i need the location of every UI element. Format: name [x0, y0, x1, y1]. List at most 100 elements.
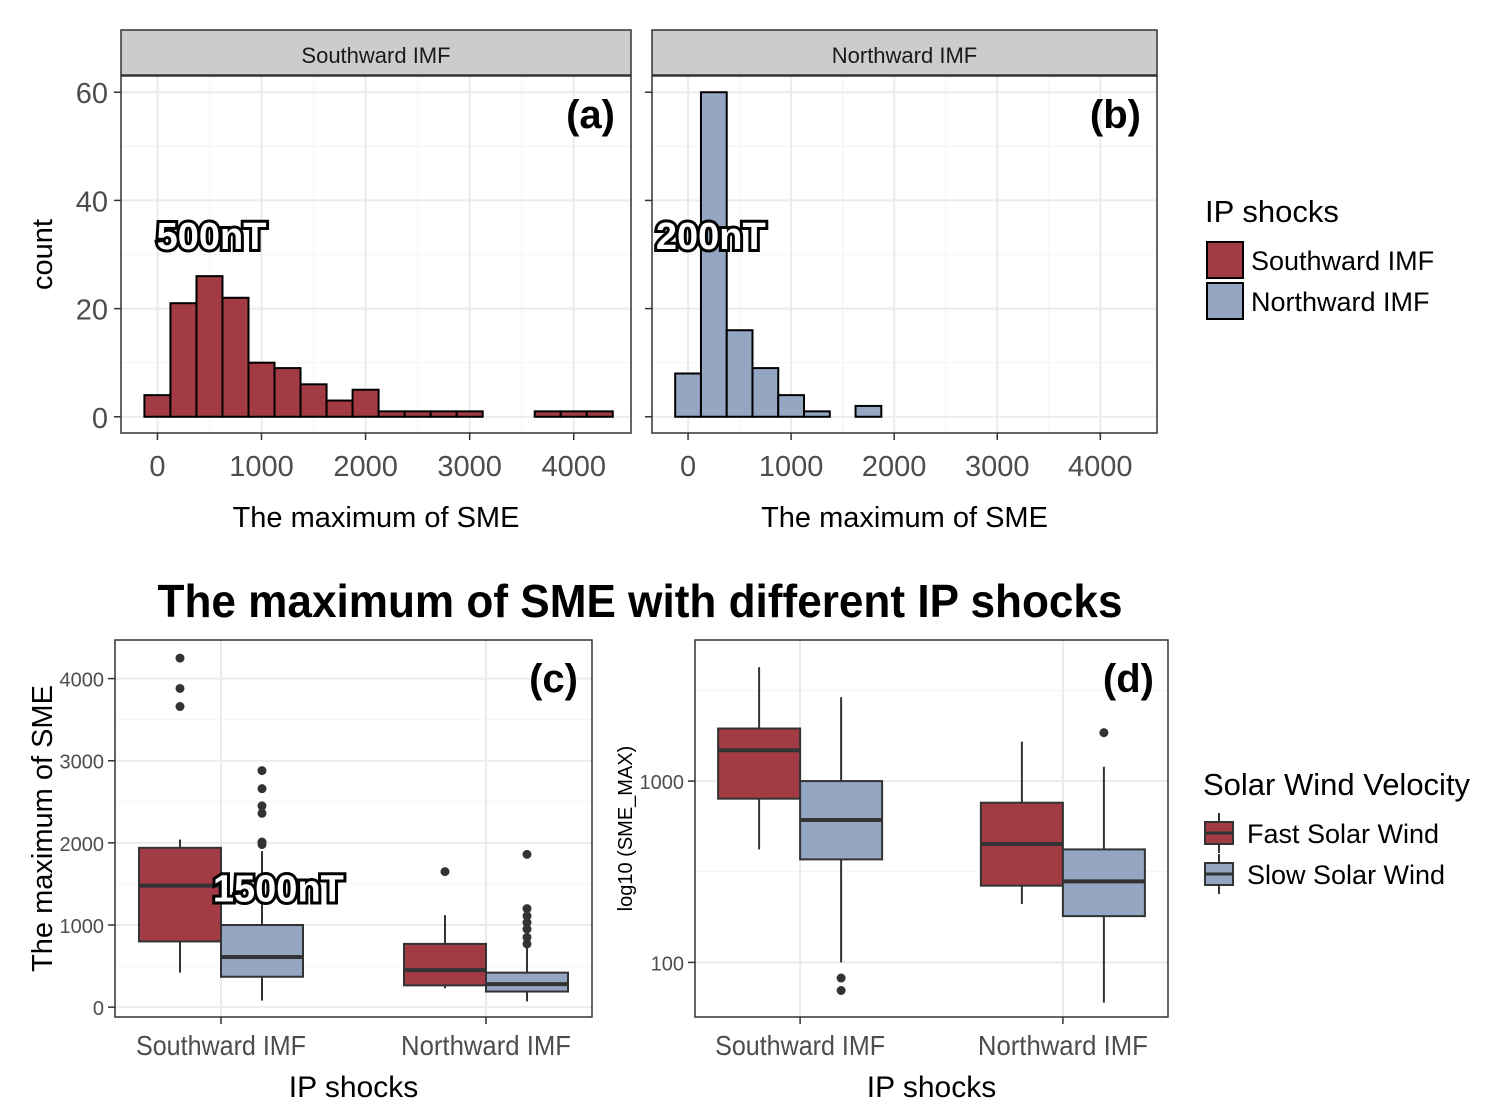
- y-tick-label: 1000: [60, 916, 105, 938]
- outlier-point: [522, 911, 532, 921]
- outlier-point: [257, 837, 267, 847]
- legend-solar-wind: Solar Wind Velocity Fast Solar Wind Slow S…: [1203, 767, 1471, 894]
- x-tick-label: 0: [680, 451, 696, 483]
- x-tick-label: 2000: [333, 451, 398, 483]
- outlier-point: [522, 924, 532, 934]
- legend-title: IP shocks: [1205, 194, 1339, 229]
- facet-strip: [651, 29, 1158, 76]
- outlier-point: [175, 702, 185, 712]
- box-iqr: [138, 846, 222, 943]
- histogram-bar: [803, 410, 831, 418]
- histogram-bar: [195, 275, 224, 418]
- boxplot-linear: Southward IMF Northward IMF 0 1000 2000 3000 4…: [27, 639, 593, 1104]
- panel-label: (d): [1103, 657, 1154, 701]
- facet-strip: [120, 29, 632, 76]
- outlier-point: [836, 973, 846, 983]
- histogram-bar: [299, 383, 328, 418]
- annotation-label: 200nT: [656, 216, 766, 258]
- histogram-northward: Northward IMF 0 1000 2000 3000 4000 The maximu…: [645, 29, 1158, 534]
- histogram-bar: [674, 372, 702, 418]
- plot-background: [115, 640, 592, 1017]
- x-tick-label: Northward IMF: [978, 1030, 1148, 1061]
- y-tick-label: 20: [76, 295, 108, 327]
- x-axis-title: IP shocks: [289, 1071, 419, 1104]
- annotation-label: 500nT: [157, 216, 267, 258]
- histogram-bar: [325, 399, 354, 418]
- histogram-bar: [533, 410, 562, 418]
- y-tick-label: 40: [76, 186, 108, 218]
- y-axis-title: The maximum of SME: [27, 685, 59, 972]
- histogram-bar: [221, 296, 250, 418]
- y-axis-title: log10 (SME_MAX): [615, 746, 637, 912]
- y-tick-label: 1000: [640, 772, 685, 794]
- panel-label: (a): [566, 93, 615, 137]
- annotation-label: 1500nT: [213, 869, 344, 911]
- x-tick-label: 4000: [1068, 451, 1133, 483]
- x-tick-label: Southward IMF: [715, 1030, 885, 1061]
- boxplot-log: Southward IMF Northward IMF 100 1000 IP shoc…: [615, 639, 1169, 1104]
- outlier-point: [522, 939, 532, 949]
- panel-border: [651, 75, 1158, 434]
- x-tick-label: Northward IMF: [401, 1030, 571, 1061]
- histogram-bar: [273, 367, 302, 418]
- outlier-point: [257, 808, 267, 818]
- panel-border: [114, 639, 593, 1018]
- legend-key: [1206, 282, 1244, 320]
- outlier-point: [1099, 728, 1109, 738]
- histogram-bar: [247, 361, 276, 418]
- x-tick-label: 2000: [862, 451, 927, 483]
- outlier-point: [522, 904, 532, 914]
- outlier-point: [175, 683, 185, 693]
- panel-border: [694, 639, 1169, 1018]
- histogram-bar: [455, 410, 484, 418]
- legend-label: Southward IMF: [1251, 246, 1434, 276]
- histogram-bar: [854, 404, 883, 418]
- facet-strip-label: Northward IMF: [832, 43, 977, 68]
- outlier-point: [836, 986, 846, 996]
- panel-label: (c): [529, 657, 578, 701]
- box-iqr: [220, 924, 304, 978]
- histogram-bar: [751, 367, 780, 418]
- outlier-point: [175, 653, 185, 663]
- outlier-point: [257, 766, 267, 776]
- legend-label: Fast Solar Wind: [1247, 819, 1439, 849]
- outlier-point: [257, 784, 267, 794]
- x-tick-label: 3000: [965, 451, 1030, 483]
- facet-strip-label: Southward IMF: [301, 43, 450, 68]
- box-iqr: [485, 971, 569, 993]
- histogram-bar: [725, 329, 754, 418]
- histogram-bar: [403, 410, 432, 418]
- outlier-point: [257, 801, 267, 811]
- histogram-bar: [351, 388, 380, 418]
- x-tick-label: 0: [149, 451, 165, 483]
- panel-label: (b): [1090, 93, 1141, 137]
- plot-background: [695, 640, 1168, 1017]
- y-tick-label: 0: [93, 998, 104, 1020]
- x-tick-label: 3000: [437, 451, 502, 483]
- legend-title: Solar Wind Velocity: [1203, 767, 1471, 802]
- y-tick-label: 2000: [60, 834, 105, 856]
- x-tick-label: 4000: [541, 451, 606, 483]
- y-tick-label: 60: [76, 78, 108, 110]
- figure-title: The maximum of SME with different IP sho…: [158, 575, 1123, 627]
- legend-key: [1206, 241, 1244, 279]
- outlier-point: [522, 932, 532, 942]
- y-tick-label: 0: [92, 403, 108, 435]
- x-tick-label: Southward IMF: [136, 1030, 306, 1061]
- y-tick-label: 3000: [60, 752, 105, 774]
- histogram-bar: [429, 410, 458, 418]
- outlier-point: [522, 918, 532, 928]
- legend-label: Northward IMF: [1251, 287, 1430, 317]
- legend-ip-shocks: IP shocks Southward IMF Northward IMF: [1205, 194, 1434, 320]
- x-tick-label: 1000: [229, 451, 294, 483]
- x-axis-title: The maximum of SME: [761, 502, 1048, 534]
- legend-label: Slow Solar Wind: [1247, 860, 1445, 890]
- y-tick-label: 100: [651, 953, 684, 975]
- panel-border: [120, 75, 632, 434]
- histogram-bar: [699, 91, 728, 418]
- box-iqr: [717, 727, 802, 800]
- box-iqr: [403, 942, 487, 987]
- x-tick-label: 1000: [759, 451, 824, 483]
- outlier-point: [522, 849, 532, 859]
